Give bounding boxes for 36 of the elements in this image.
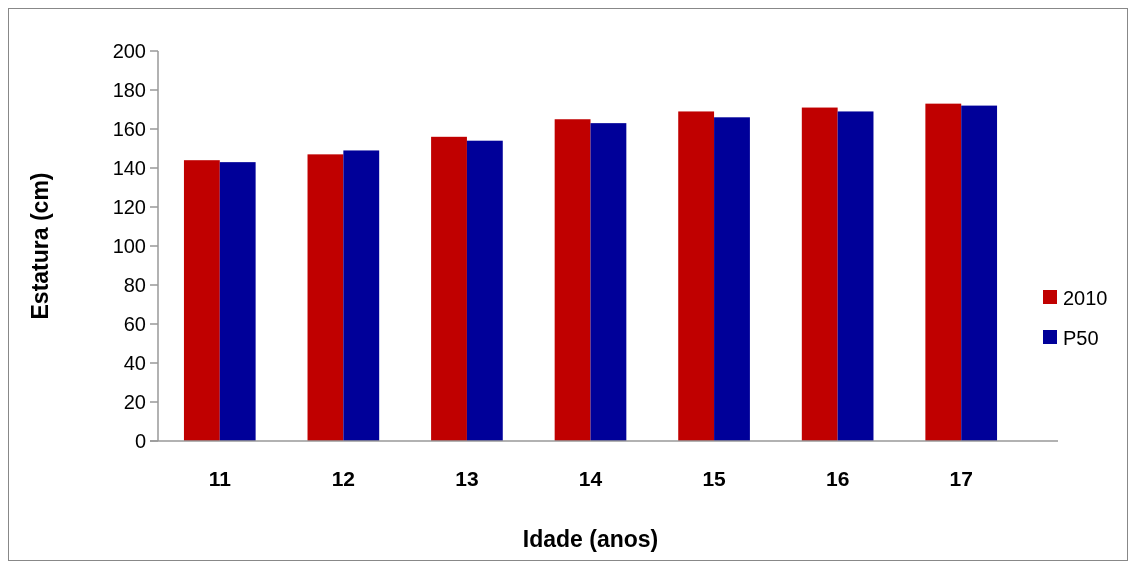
bar	[678, 111, 715, 441]
bar	[925, 103, 962, 441]
y-tick-label: 100	[112, 235, 146, 257]
y-tick-label: 200	[112, 40, 146, 62]
x-tick-label: 17	[949, 467, 973, 490]
x-tick-label: 14	[578, 467, 603, 490]
bar	[431, 136, 467, 441]
y-tick-label: 80	[123, 274, 146, 296]
y-tick-label: 160	[112, 118, 146, 140]
bar	[590, 123, 627, 441]
x-tick-label: 16	[825, 467, 850, 490]
y-tick-label: 180	[112, 79, 146, 101]
bar	[219, 162, 256, 441]
x-tick-label: 13	[455, 467, 479, 490]
y-tick-label: 20	[123, 391, 146, 413]
x-axis-title: Idade (anos)	[522, 526, 659, 552]
x-tick-label: 15	[702, 467, 727, 490]
bar	[183, 160, 220, 441]
x-tick-label: 11	[208, 467, 232, 490]
y-tick-label: 140	[112, 157, 146, 179]
bar	[961, 105, 998, 441]
y-axis-title: Estatura (cm)	[27, 172, 53, 320]
bar	[801, 107, 838, 441]
legend-label: 2010	[1063, 287, 1108, 309]
legend-label: P50	[1063, 327, 1099, 349]
bar	[307, 154, 344, 441]
bar	[343, 150, 380, 441]
y-tick-label: 60	[123, 313, 146, 335]
x-tick-label: 12	[331, 467, 356, 490]
bar	[837, 111, 874, 441]
bar	[554, 119, 591, 441]
y-tick-label: 40	[123, 352, 146, 374]
bar	[466, 140, 503, 441]
bar	[714, 117, 750, 441]
y-tick-label: 120	[112, 196, 146, 218]
y-tick-label: 0	[134, 430, 146, 452]
